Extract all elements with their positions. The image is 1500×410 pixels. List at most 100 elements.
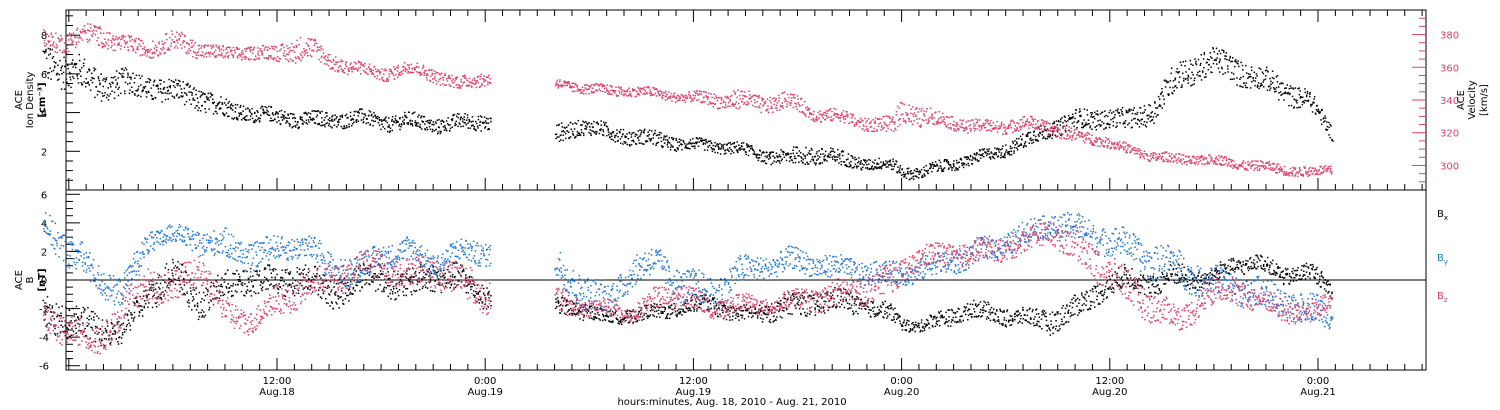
ion-density-series-point: [1192, 64, 1194, 66]
ion-density-series-point: [1055, 120, 1058, 122]
velocity-series-point: [1113, 146, 1115, 148]
ion-density-series-point: [202, 92, 204, 94]
velocity-series-point: [158, 41, 160, 43]
velocity-series-point: [680, 94, 683, 96]
velocity-series-point: [111, 37, 114, 40]
velocity-series-point: [153, 51, 155, 54]
ion-density-series-point: [752, 148, 754, 151]
ion-density-series-point: [864, 159, 867, 161]
velocity-series-point: [611, 93, 613, 95]
velocity-series-point: [299, 53, 302, 55]
ion-density-series-point: [820, 153, 822, 155]
ion-density-series-point: [771, 162, 774, 164]
ion-density-series-point: [278, 110, 281, 113]
ion-density-series-point: [735, 149, 738, 151]
velocity-series-point: [309, 54, 312, 57]
velocity-series-point: [136, 48, 138, 51]
velocity-series-point: [329, 60, 332, 62]
ion-density-series-point: [1258, 87, 1260, 90]
ion-density-series-point: [48, 54, 50, 56]
ion-density-series-point: [286, 120, 288, 122]
velocity-series-point: [929, 116, 931, 119]
ion-density-series-point: [952, 164, 955, 166]
ion-density-series-point: [460, 116, 462, 118]
velocity-series-point: [764, 102, 766, 105]
ion-density-series-point: [910, 173, 912, 175]
velocity-series-point: [797, 101, 799, 104]
velocity-series-point: [379, 73, 381, 75]
ion-density-series-point: [606, 134, 608, 137]
ion-density-series-point: [877, 166, 879, 169]
velocity-series-point: [341, 70, 343, 72]
velocity-series-point: [261, 50, 263, 53]
velocity-series-point: [158, 42, 160, 45]
ion-density-series-point: [999, 148, 1002, 151]
ion-density-series-point: [840, 151, 843, 153]
velocity-series-point: [733, 103, 735, 106]
ion-density-series-point: [93, 77, 95, 80]
velocity-series-point: [146, 49, 148, 51]
ion-density-series-point: [1069, 118, 1071, 120]
ion-density-series-point: [890, 163, 892, 166]
ion-density-series-point: [428, 119, 431, 122]
ion-density-series-point: [954, 169, 956, 172]
velocity-series-point: [877, 125, 880, 128]
ion-density-series-point: [1104, 110, 1106, 112]
ion-density-series-point: [823, 159, 826, 162]
velocity-series-point: [311, 38, 313, 40]
ion-density-series-point: [570, 128, 572, 130]
velocity-series-point: [948, 127, 950, 129]
ion-density-series-point: [462, 120, 464, 123]
ion-density-series-point: [97, 76, 100, 78]
ion-density-series-point: [239, 104, 242, 107]
velocity-series-point: [314, 38, 316, 41]
ion-density-series-point: [103, 94, 105, 97]
ion-density-series-point: [1112, 111, 1115, 113]
ion-density-series-point: [615, 134, 617, 137]
ion-density-series-point: [280, 116, 282, 118]
velocity-series-point: [945, 116, 948, 118]
ion-density-series-point: [995, 152, 997, 154]
ion-density-series-point: [111, 90, 113, 92]
velocity-series-point: [414, 67, 416, 69]
ion-density-series-point: [419, 123, 421, 126]
ion-density-series-point: [148, 91, 150, 93]
velocity-series-point: [111, 44, 113, 47]
ion-density-series-point: [638, 139, 640, 141]
ion-density-series-point: [1206, 61, 1208, 64]
ion-density-series-point: [723, 153, 726, 155]
velocity-series-point: [733, 105, 735, 108]
ion-density-series-point: [822, 153, 824, 155]
velocity-series-point: [310, 49, 313, 52]
ion-density-series-point: [279, 123, 282, 126]
velocity-series-point: [715, 97, 718, 99]
ion-density-series-point: [188, 91, 190, 93]
velocity-series-point: [689, 95, 692, 98]
ion-density-series-point: [1288, 104, 1290, 107]
ion-density-series-point: [410, 123, 412, 126]
velocity-series-point: [786, 103, 788, 105]
ion-density-series-point: [1282, 82, 1284, 85]
velocity-series-point: [362, 69, 365, 72]
velocity-series-point: [643, 86, 646, 89]
velocity-series-point: [133, 39, 136, 41]
velocity-series-point: [889, 117, 891, 120]
velocity-series-point: [189, 49, 192, 52]
ion-density-series-point: [1051, 137, 1053, 140]
ion-density-series-point: [436, 119, 439, 121]
velocity-series-point: [79, 35, 81, 37]
velocity-series-point: [657, 90, 660, 93]
ion-density-series-point: [594, 130, 597, 133]
velocity-series-point: [652, 87, 654, 89]
velocity-series-point: [186, 42, 188, 45]
velocity-series-point: [174, 36, 177, 38]
ion-density-series-point: [556, 124, 558, 127]
ion-density-series-point: [192, 97, 194, 100]
velocity-series-point: [635, 90, 638, 93]
ion-density-series-point: [205, 95, 208, 98]
velocity-series-point: [901, 102, 904, 105]
velocity-series-point: [1143, 150, 1146, 152]
ion-density-series-point: [220, 107, 222, 110]
velocity-series-point: [482, 78, 484, 80]
ion-density-series-point: [56, 79, 59, 81]
